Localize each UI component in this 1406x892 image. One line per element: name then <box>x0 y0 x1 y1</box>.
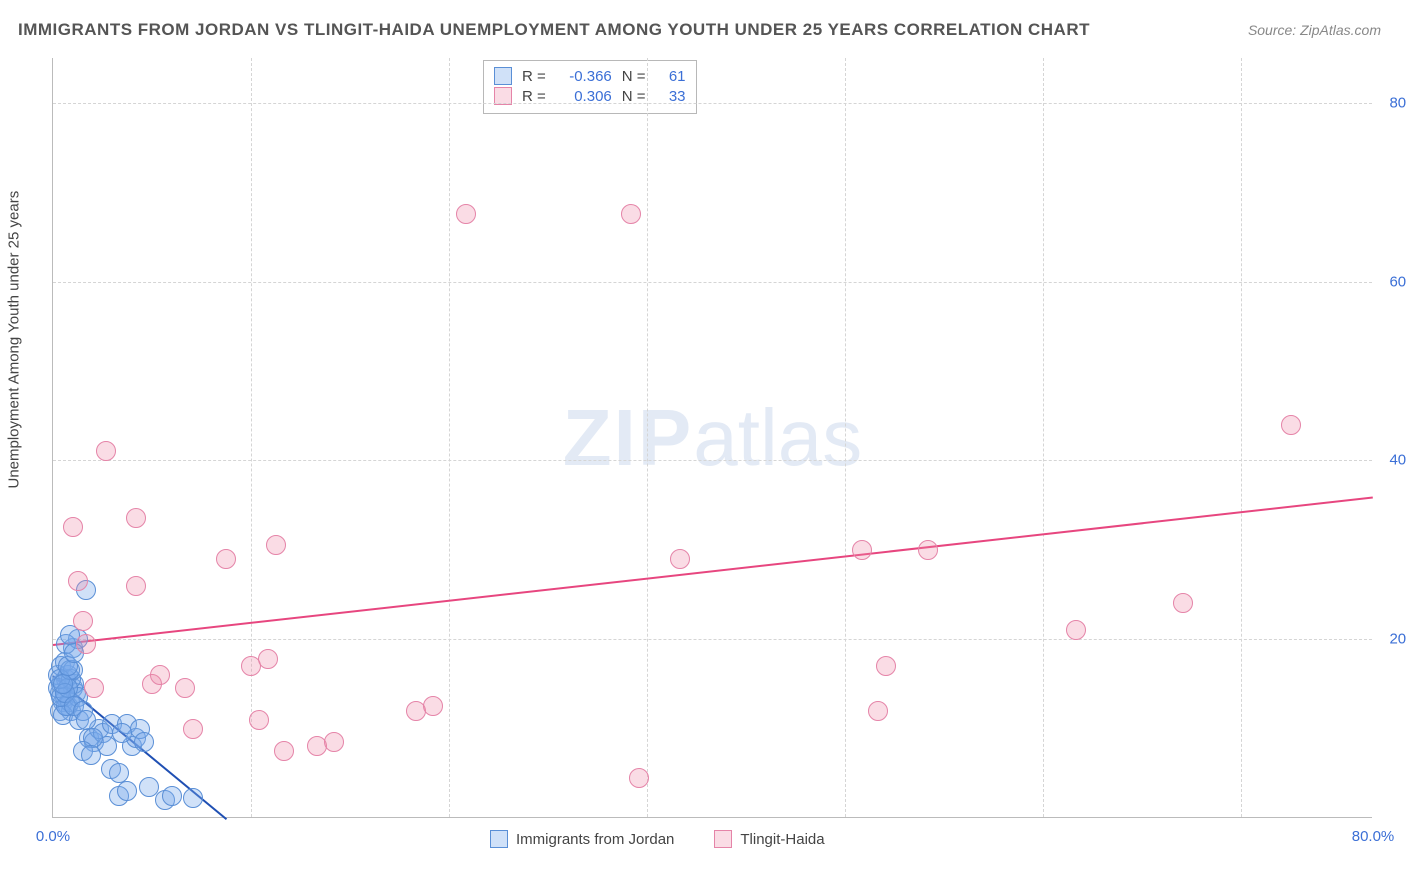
watermark: ZIPatlas <box>563 392 862 484</box>
y-tick-label: 60.0% <box>1389 273 1406 290</box>
legend-label: Tlingit-Haida <box>740 831 824 848</box>
y-axis-label: Unemployment Among Youth under 25 years <box>6 191 23 489</box>
data-point <box>456 204 476 224</box>
data-point <box>1066 620 1086 640</box>
data-point <box>670 549 690 569</box>
gridline-vertical <box>251 58 252 817</box>
data-point <box>162 786 182 806</box>
data-point <box>112 723 132 743</box>
plot-area: ZIPatlas R = -0.366N = 61R = 0.306N = 33… <box>52 58 1372 818</box>
n-label: N = <box>622 68 646 85</box>
data-point <box>249 710 269 730</box>
y-tick-label: 80.0% <box>1389 94 1406 111</box>
data-point <box>109 763 129 783</box>
data-point <box>258 649 278 669</box>
data-point <box>126 576 146 596</box>
legend-item: Tlingit-Haida <box>714 830 824 848</box>
data-point <box>324 732 344 752</box>
data-point <box>134 732 154 752</box>
data-point <box>183 719 203 739</box>
series-swatch <box>494 67 512 85</box>
y-tick-label: 20.0% <box>1389 631 1406 648</box>
data-point <box>63 517 83 537</box>
r-label: R = <box>522 68 546 85</box>
data-point <box>621 204 641 224</box>
legend-label: Immigrants from Jordan <box>516 831 674 848</box>
legend-item: Immigrants from Jordan <box>490 830 674 848</box>
x-tick-label: 0.0% <box>36 828 70 845</box>
n-value: 61 <box>656 68 686 85</box>
data-point <box>96 441 116 461</box>
data-point <box>868 701 888 721</box>
data-point <box>1281 415 1301 435</box>
gridline-vertical <box>845 58 846 817</box>
r-value: -0.366 <box>556 68 612 85</box>
data-point <box>117 781 137 801</box>
data-point <box>852 540 872 560</box>
data-point <box>876 656 896 676</box>
legend-swatch <box>714 830 732 848</box>
data-point <box>423 696 443 716</box>
source-attribution: Source: ZipAtlas.com <box>1248 22 1381 38</box>
data-point <box>126 508 146 528</box>
legend-swatch <box>490 830 508 848</box>
stats-legend-box: R = -0.366N = 61R = 0.306N = 33 <box>483 60 697 114</box>
gridline-vertical <box>647 58 648 817</box>
data-point <box>183 788 203 808</box>
data-point <box>918 540 938 560</box>
data-point <box>629 768 649 788</box>
chart-title: IMMIGRANTS FROM JORDAN VS TLINGIT-HAIDA … <box>18 20 1090 40</box>
data-point <box>139 777 159 797</box>
data-point <box>76 634 96 654</box>
gridline-vertical <box>1043 58 1044 817</box>
data-point <box>68 571 88 591</box>
data-point <box>266 535 286 555</box>
data-point <box>175 678 195 698</box>
data-point <box>53 674 73 694</box>
data-point <box>216 549 236 569</box>
bottom-legend: Immigrants from Jordan Tlingit-Haida <box>490 830 825 848</box>
data-point <box>81 745 101 765</box>
data-point <box>84 678 104 698</box>
gridline-vertical <box>449 58 450 817</box>
data-point <box>150 665 170 685</box>
chart-container: Unemployment Among Youth under 25 years … <box>0 50 1406 892</box>
data-point <box>73 611 93 631</box>
x-tick-label: 80.0% <box>1352 828 1395 845</box>
data-point <box>274 741 294 761</box>
stats-row: R = -0.366 N = 61 <box>494 67 686 85</box>
y-tick-label: 40.0% <box>1389 452 1406 469</box>
data-point <box>1173 593 1193 613</box>
gridline-vertical <box>1241 58 1242 817</box>
